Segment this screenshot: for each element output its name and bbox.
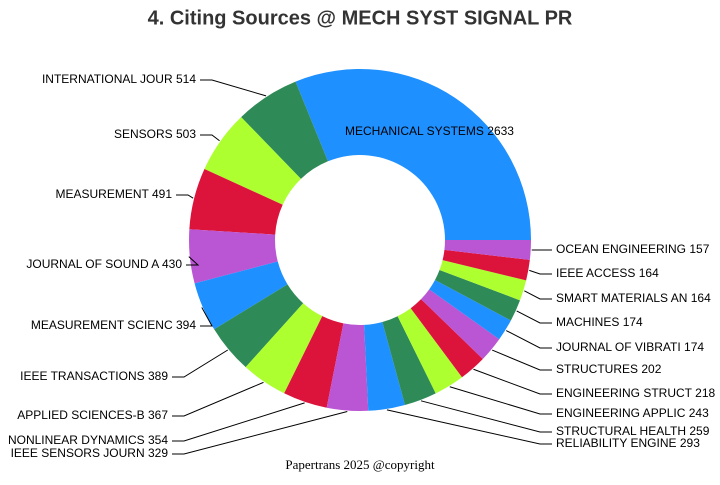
label-value: 174	[623, 315, 643, 329]
leader-line	[524, 291, 552, 299]
leader-line	[172, 350, 228, 377]
slice-label: INTERNATIONAL JOUR 514	[42, 72, 196, 86]
label-value: 259	[689, 424, 709, 438]
leader-line	[387, 410, 552, 444]
leader-line	[529, 270, 552, 274]
label-value: 157	[689, 242, 709, 256]
leader-line	[450, 387, 552, 414]
label-value: 329	[148, 446, 168, 460]
slice-label: MACHINES 174	[556, 315, 643, 329]
leader-line	[176, 195, 193, 198]
label-value: 293	[680, 436, 700, 450]
leader-line	[506, 331, 552, 348]
slice-label: ENGINEERING APPLIC 243	[556, 406, 709, 420]
leader-line	[172, 403, 305, 441]
label-category: NONLINEAR DYNAMICS	[8, 433, 145, 447]
label-category: ENGINEERING STRUCT	[556, 386, 693, 400]
label-category: MEASUREMENT SCIENC	[31, 318, 173, 332]
label-category: STRUCTURES	[556, 362, 638, 376]
label-value: 2633	[487, 124, 514, 138]
label-category: STRUCTURAL HEALTH	[556, 424, 686, 438]
slice-label: RELIABILITY ENGINE 293	[556, 436, 700, 450]
leader-line	[200, 135, 220, 141]
label-value: 164	[691, 291, 711, 305]
label-value: 202	[641, 362, 661, 376]
label-category: JOURNAL OF SOUND A	[26, 257, 159, 271]
label-value: 174	[684, 340, 704, 354]
label-value: 389	[148, 369, 168, 383]
label-category: IEEE TRANSACTIONS	[20, 369, 144, 383]
label-category: JOURNAL OF VIBRATI	[556, 340, 681, 354]
label-value: 218	[695, 386, 715, 400]
caption: Papertrans 2025 @copyright	[285, 457, 435, 472]
slice-label: APPLIED SCIENCES-B 367	[17, 408, 168, 422]
label-value: 243	[689, 406, 709, 420]
slice-label: OCEAN ENGINEERING 157	[556, 242, 710, 256]
slice-label: MEASUREMENT 491	[56, 187, 173, 201]
slice	[296, 69, 531, 240]
label-value: 514	[176, 72, 196, 86]
leader-line	[421, 401, 552, 432]
label-category: ENGINEERING APPLIC	[556, 406, 686, 420]
label-value: 491	[152, 187, 172, 201]
label-value: 394	[176, 318, 196, 332]
slice-label: STRUCTURAL HEALTH 259	[556, 424, 710, 438]
label-category: MEASUREMENT	[56, 187, 150, 201]
label-category: SMART MATERIALS AN	[556, 291, 687, 305]
label-category: MACHINES	[556, 315, 619, 329]
slice-label: SMART MATERIALS AN 164	[556, 291, 711, 305]
slice-label: ENGINEERING STRUCT 218	[556, 386, 715, 400]
slice-label: IEEE ACCESS 164	[556, 266, 659, 280]
leader-line	[492, 350, 552, 370]
slice-label: JOURNAL OF SOUND A 430	[26, 257, 182, 271]
label-value: 430	[162, 257, 182, 271]
leader-line	[517, 311, 552, 323]
label-category: IEEE ACCESS	[556, 266, 635, 280]
label-value: 367	[148, 408, 168, 422]
slice-label: NONLINEAR DYNAMICS 354	[8, 433, 168, 447]
label-category: INTERNATIONAL JOUR	[42, 72, 173, 86]
label-value: 164	[639, 266, 659, 280]
slice-label: SENSORS 503	[114, 127, 196, 141]
slice-label: STRUCTURES 202	[556, 362, 662, 376]
label-category: IEEE SENSORS JOURN	[11, 446, 145, 460]
leader-line	[473, 369, 552, 394]
label-value: 503	[176, 127, 196, 141]
slice-label: IEEE TRANSACTIONS 389	[20, 369, 168, 383]
label-category: OCEAN ENGINEERING	[556, 242, 686, 256]
label-value: 354	[148, 433, 168, 447]
label-category: RELIABILITY ENGINE	[556, 436, 677, 450]
slice-label: MECHANICAL SYSTEMS 2633	[345, 124, 514, 138]
leader-line	[172, 382, 263, 416]
slice-label: JOURNAL OF VIBRATI 174	[556, 340, 704, 354]
chart-title: 4. Citing Sources @ MECH SYST SIGNAL PR	[148, 7, 573, 29]
leader-line	[172, 412, 347, 454]
slice-label: MEASUREMENT SCIENC 394	[31, 318, 196, 332]
label-category: APPLIED SCIENCES-B	[17, 408, 144, 422]
slice-label: IEEE SENSORS JOURN 329	[11, 446, 169, 460]
label-category: MECHANICAL SYSTEMS	[345, 124, 484, 138]
label-category: SENSORS	[114, 127, 173, 141]
leader-line	[200, 80, 266, 96]
